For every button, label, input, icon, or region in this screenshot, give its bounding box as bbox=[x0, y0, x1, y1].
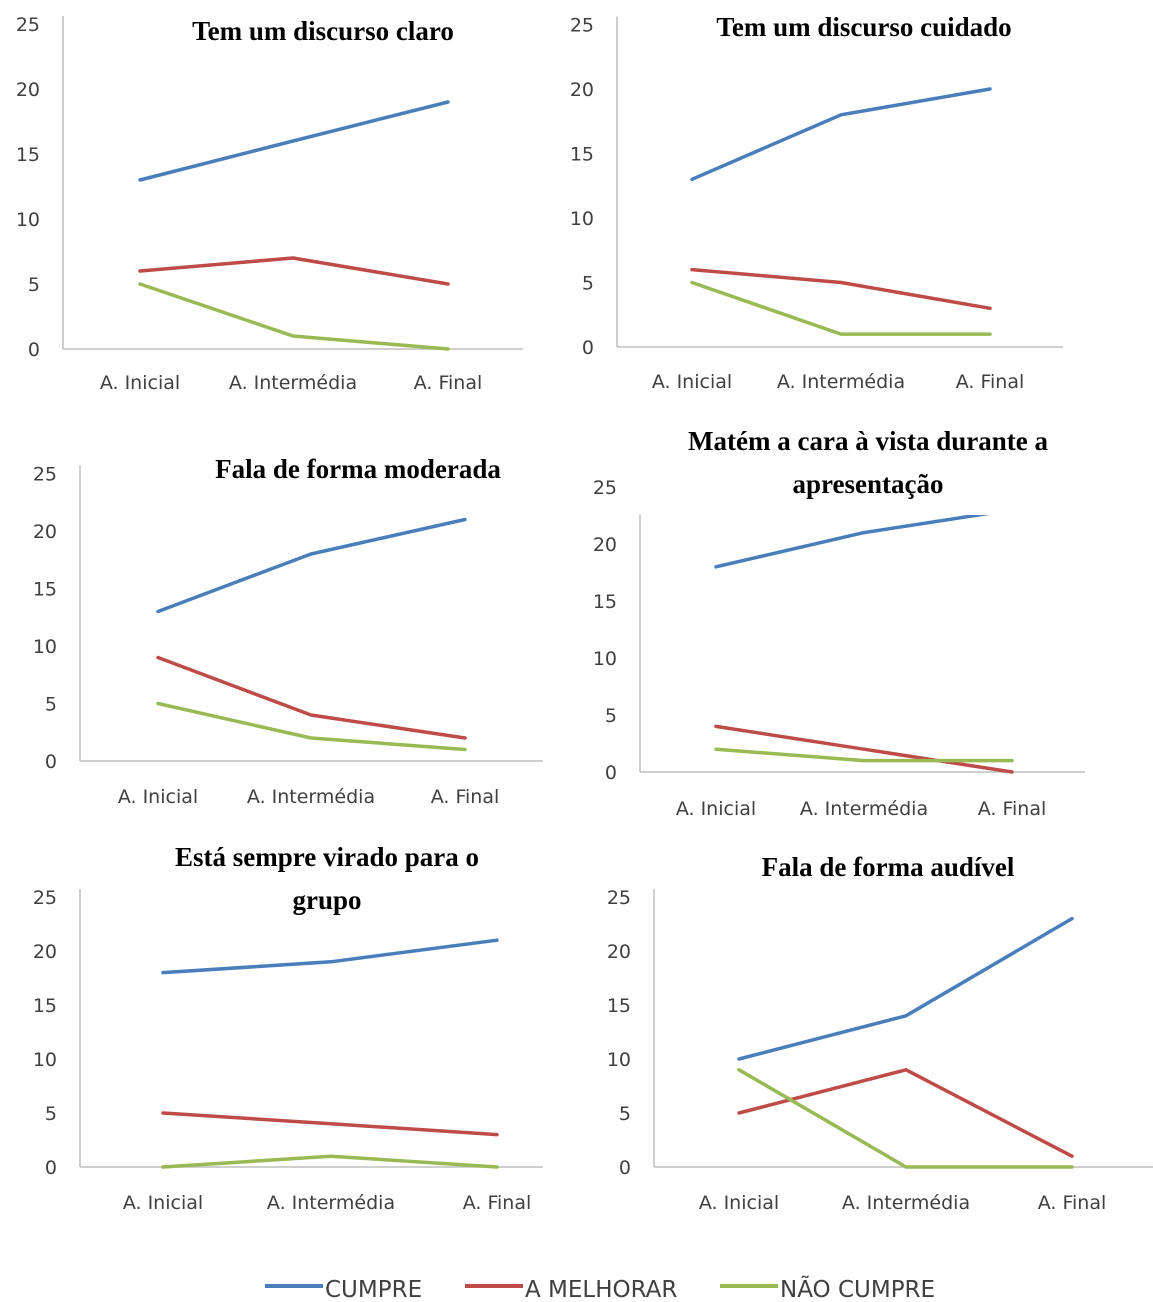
x-tick-label: A. Inicial bbox=[676, 798, 756, 820]
y-tick-label: 5 bbox=[45, 694, 57, 716]
y-tick-label: 0 bbox=[45, 751, 57, 773]
x-tick-label: A. Inicial bbox=[123, 1192, 203, 1214]
y-tick-label: 10 bbox=[33, 636, 57, 658]
series-line-n-o-cumpre bbox=[714, 747, 1014, 763]
y-tick-label: 5 bbox=[45, 1103, 57, 1125]
series-line-cumpre bbox=[156, 517, 467, 614]
series-line-n-o-cumpre bbox=[161, 1154, 499, 1169]
y-tick-label: 20 bbox=[570, 79, 594, 101]
y-tick-label: 20 bbox=[16, 79, 40, 101]
chart-panel-2: 0 5 10 15 20 25 A. Inicial A. Intermédia A. Fina… bbox=[570, 12, 1063, 393]
y-tick-label: 20 bbox=[33, 521, 57, 543]
x-tick-label: A. Inicial bbox=[699, 1192, 779, 1214]
series-line-n-o-cumpre bbox=[690, 280, 992, 336]
chart-panel-5: 0 5 10 15 20 25 A. Inicial A. Intermédia A. Fina… bbox=[33, 842, 543, 1214]
y-tick-label: 10 bbox=[33, 1049, 57, 1071]
series-line-a-melhorar bbox=[138, 256, 450, 286]
chart-panel-3: 0 5 10 15 20 25 A. Inicial A. Intermédia A. Fina… bbox=[33, 454, 543, 808]
y-tick-label: 0 bbox=[28, 339, 40, 361]
y-tick-label: 25 bbox=[33, 464, 57, 486]
chart-title: Matém a cara à vista durante a apresentaç… bbox=[688, 426, 1048, 499]
x-tick-label: A. Final bbox=[956, 371, 1025, 393]
series-line-cumpre bbox=[690, 87, 992, 182]
legend-label: NÃO CUMPRE bbox=[780, 1275, 935, 1302]
y-tick-label: 0 bbox=[45, 1157, 57, 1179]
x-tick-label: A. Final bbox=[431, 786, 500, 808]
y-tick-label: 25 bbox=[33, 887, 57, 909]
x-tick-label: A. Intermédia bbox=[777, 371, 905, 393]
y-tick-label: 15 bbox=[33, 995, 57, 1017]
y-tick-label: 10 bbox=[593, 648, 617, 670]
y-tick-label: 0 bbox=[582, 337, 594, 359]
chart-title: Tem um discurso claro bbox=[192, 16, 454, 46]
series-line-a-melhorar bbox=[161, 1111, 499, 1137]
chart-title: Tem um discurso cuidado bbox=[716, 12, 1011, 42]
x-tick-label: A. Inicial bbox=[100, 372, 180, 394]
y-tick-label: 15 bbox=[16, 144, 40, 166]
legend: CUMPRE A MELHORAR NÃO CUMPRE bbox=[265, 1275, 935, 1302]
y-tick-label: 5 bbox=[605, 705, 617, 727]
y-tick-label: 0 bbox=[619, 1157, 631, 1179]
series-line-cumpre bbox=[737, 916, 1074, 1061]
y-tick-label: 15 bbox=[607, 995, 631, 1017]
series-line-n-o-cumpre bbox=[737, 1068, 1074, 1169]
series-line-n-o-cumpre bbox=[156, 701, 467, 752]
x-tick-label: A. Intermédia bbox=[842, 1192, 970, 1214]
legend-label: CUMPRE bbox=[325, 1277, 422, 1302]
chart-title: Fala de forma moderada bbox=[215, 454, 501, 484]
y-tick-label: 15 bbox=[33, 579, 57, 601]
y-tick-label: 0 bbox=[605, 762, 617, 784]
x-tick-label: A. Final bbox=[1038, 1192, 1107, 1214]
chart-panel-4: 0 5 10 15 20 25 A. Inicial A. Intermédia A. Fina… bbox=[593, 426, 1085, 820]
x-tick-label: A. Final bbox=[463, 1192, 532, 1214]
chart-panel-6: 0 5 10 15 20 25 A. Inicial A. Intermédia A. Fina… bbox=[607, 852, 1153, 1214]
x-tick-label: A. Intermédia bbox=[229, 372, 357, 394]
series-line-a-melhorar bbox=[714, 724, 1014, 774]
x-tick-label: A. Intermédia bbox=[267, 1192, 395, 1214]
series-line-n-o-cumpre bbox=[138, 282, 450, 351]
x-tick-label: A. Intermédia bbox=[800, 798, 928, 820]
series-line-cumpre bbox=[714, 515, 990, 569]
y-tick-label: 5 bbox=[619, 1103, 631, 1125]
series-line-a-melhorar bbox=[690, 267, 992, 311]
y-tick-label: 5 bbox=[28, 274, 40, 296]
series-line-a-melhorar bbox=[737, 1068, 1074, 1158]
y-tick-label: 5 bbox=[582, 273, 594, 295]
x-tick-label: A. Final bbox=[414, 372, 483, 394]
y-tick-label: 25 bbox=[593, 477, 617, 499]
y-tick-label: 10 bbox=[570, 208, 594, 230]
y-tick-label: 10 bbox=[16, 209, 40, 231]
x-tick-label: A. Inicial bbox=[652, 371, 732, 393]
x-tick-label: A. Inicial bbox=[118, 786, 198, 808]
y-tick-label: 20 bbox=[607, 941, 631, 963]
y-tick-label: 20 bbox=[593, 534, 617, 556]
chart-title: Fala de forma audível bbox=[762, 852, 1015, 882]
series-line-cumpre bbox=[138, 100, 450, 182]
y-tick-label: 20 bbox=[33, 941, 57, 963]
y-tick-label: 25 bbox=[570, 15, 594, 37]
y-tick-label: 10 bbox=[607, 1049, 631, 1071]
x-tick-label: A. Final bbox=[978, 798, 1047, 820]
chart-title: Está sempre virado para o grupo bbox=[175, 842, 479, 915]
y-tick-label: 25 bbox=[607, 887, 631, 909]
chart-panel-1: 0 5 10 15 20 25 A. Inicial A. Intermédia A. Fina… bbox=[16, 14, 523, 394]
y-tick-label: 15 bbox=[570, 144, 594, 166]
series-line-a-melhorar bbox=[156, 655, 467, 740]
x-tick-label: A. Intermédia bbox=[247, 786, 375, 808]
series-line-cumpre bbox=[161, 938, 499, 975]
y-tick-label: 25 bbox=[16, 14, 40, 36]
y-tick-label: 15 bbox=[593, 591, 617, 613]
legend-label: A MELHORAR bbox=[525, 1277, 677, 1302]
